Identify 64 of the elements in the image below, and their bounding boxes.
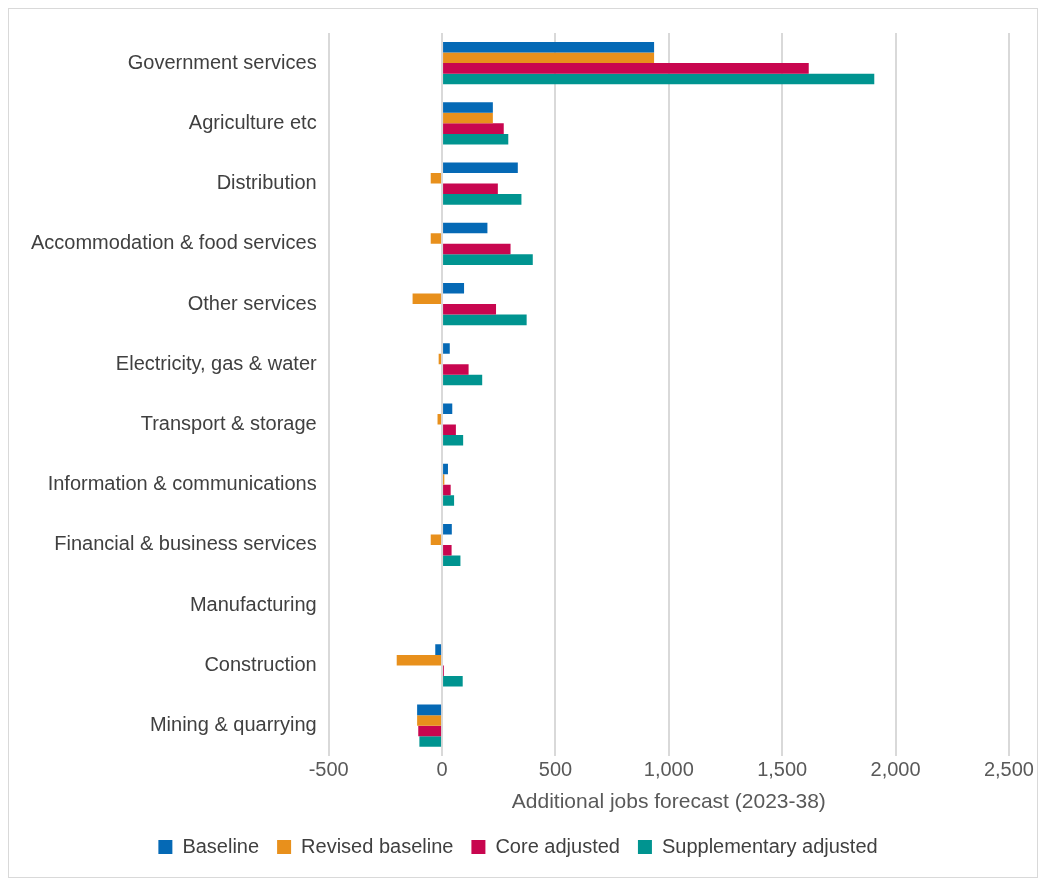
bar [443,463,448,475]
bar [443,343,450,354]
bar [412,293,442,305]
y-tick-label: Construction [204,652,317,675]
x-tick-label: 0 [436,758,448,781]
bar [443,52,655,64]
x-axis-title: Additional jobs forecast (2023-38) [511,789,826,813]
bar [417,704,442,716]
x-tick-label: 1,000 [643,758,694,781]
bar [443,63,809,74]
bar [443,112,493,124]
bar [396,654,442,666]
y-tick-label: Financial & business services [54,532,317,555]
bar [443,555,461,567]
y-tick-label: Mining & quarrying [149,713,317,736]
x-tick-label: -500 [308,758,349,781]
bar [443,544,452,556]
y-tick-label: Electricity, gas & water [115,351,318,374]
x-tick-label: 500 [538,758,573,781]
bar [443,183,498,195]
bar [443,675,463,687]
x-tick-label: 2,000 [870,758,921,781]
bar [443,42,655,53]
bar [443,133,509,145]
bar [443,73,875,85]
bar [430,233,442,244]
y-tick-label: Other services [187,291,317,314]
y-tick-label: Information & communications [47,472,317,495]
bar [418,725,442,737]
bar [443,374,483,386]
legend-label: Revised baseline [301,834,454,857]
bar [443,194,522,205]
y-tick-label: Distribution [216,171,317,194]
bar [435,644,442,655]
y-tick-label: Agriculture etc [188,110,317,133]
bar [443,123,504,134]
y-tick-label: Transport & storage [140,412,317,435]
bar [417,715,442,726]
y-tick-label: Accommodation & food services [31,231,317,254]
bar [443,162,518,174]
y-tick-label: Government services [127,50,317,73]
bar [430,173,442,184]
bar [443,102,493,113]
y-tick-label: Manufacturing [189,592,317,615]
bar [443,403,453,414]
bar [419,736,442,747]
bar [443,254,533,265]
bar [443,435,464,446]
bar [443,523,452,535]
bar [443,314,527,326]
bar [430,534,442,545]
x-tick-label: 1,500 [757,758,808,781]
bar [443,364,469,375]
bar [443,424,456,436]
legend-label: Baseline [182,834,260,857]
bar [443,495,455,506]
bar [443,243,511,255]
bar [443,222,488,234]
bar [443,282,465,294]
bar [443,484,451,496]
legend-label: Supplementary adjusted [661,834,878,857]
legend-label: Core adjusted [495,834,620,857]
bar [443,304,497,315]
x-tick-label: 2,500 [983,758,1035,781]
